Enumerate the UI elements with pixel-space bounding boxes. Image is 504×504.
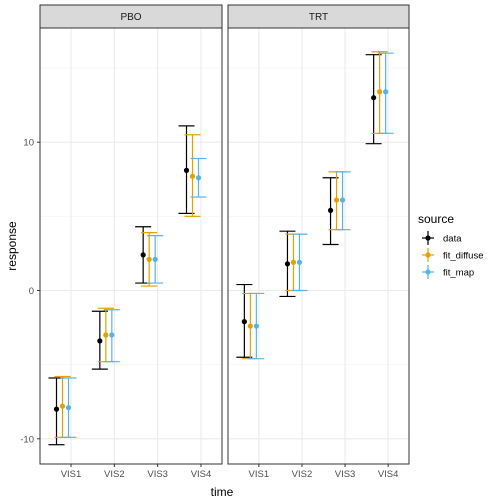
strip-background	[227, 4, 410, 29]
x-axis-title: time	[211, 485, 234, 499]
data-point	[65, 405, 72, 411]
y-tick-label: 10	[23, 138, 34, 149]
x-tick-label: VIS1	[61, 469, 82, 480]
legend-label: fit_map	[443, 268, 474, 279]
data-point	[253, 323, 259, 329]
x-tick-label: VIS4	[378, 469, 399, 480]
data-point	[146, 256, 152, 262]
strip-label: PBO	[120, 12, 141, 23]
data-point	[327, 207, 334, 214]
data-point	[189, 173, 196, 179]
legend-label: data	[443, 234, 462, 245]
legend-item-fit-diffuse: fit_diffuse	[422, 248, 484, 262]
x-tick-label: VIS3	[147, 469, 168, 480]
data-point	[377, 89, 383, 95]
legend-key-point	[425, 269, 431, 275]
x-tick-label: VIS4	[191, 469, 212, 480]
data-point	[284, 261, 291, 267]
data-point	[247, 323, 253, 329]
x-tick-label: VIS3	[335, 469, 356, 480]
data-point	[152, 256, 158, 262]
panel-background	[228, 28, 409, 464]
data-point	[383, 89, 389, 95]
panel-pbo: PBO VIS1 VIS2 VIS3 VIS4	[39, 4, 223, 480]
data-point	[195, 175, 202, 181]
y-axis: -10 0 10	[20, 138, 40, 445]
legend-key-point	[425, 235, 431, 241]
panel-trt: TRT VIS1 VIS2 VIS3 VIS4	[227, 4, 410, 480]
y-tick-label: -10	[20, 434, 34, 445]
data-point	[109, 332, 115, 338]
data-point	[59, 403, 66, 409]
x-tick-label: VIS1	[249, 469, 270, 480]
legend: source data fit_diffuse fit_map	[418, 212, 484, 279]
data-point	[296, 259, 303, 265]
data-point	[183, 167, 190, 173]
series-fit-map	[60, 157, 207, 438]
series-fit-diffuse	[54, 134, 201, 438]
x-tick-label: VIS2	[292, 469, 313, 480]
y-axis-title: response	[5, 221, 19, 271]
data-point	[53, 406, 60, 412]
data-point	[103, 332, 109, 338]
legend-title: source	[418, 212, 454, 226]
strip-label: TRT	[309, 12, 328, 23]
data-point	[290, 259, 297, 265]
legend-key-point	[425, 252, 431, 258]
legend-item-fit-map: fit_map	[422, 265, 474, 279]
panels: PBO VIS1 VIS2 VIS3 VIS4 TRT VIS1 VIS2 VIS3 VIS4	[39, 4, 410, 480]
data-point	[241, 319, 247, 325]
series-data	[236, 54, 382, 358]
data-point	[140, 252, 146, 258]
x-tick-label: VIS2	[104, 469, 125, 480]
data-point	[371, 95, 377, 101]
data-point	[339, 197, 346, 203]
legend-item-data: data	[422, 231, 462, 245]
data-point	[333, 197, 340, 203]
legend-label: fit_diffuse	[443, 251, 484, 262]
panel-background	[40, 28, 222, 464]
series-data	[48, 125, 195, 446]
data-point	[97, 338, 103, 344]
y-tick-label: 0	[29, 286, 34, 297]
series-fit-map	[248, 52, 394, 360]
strip-background	[39, 4, 223, 29]
